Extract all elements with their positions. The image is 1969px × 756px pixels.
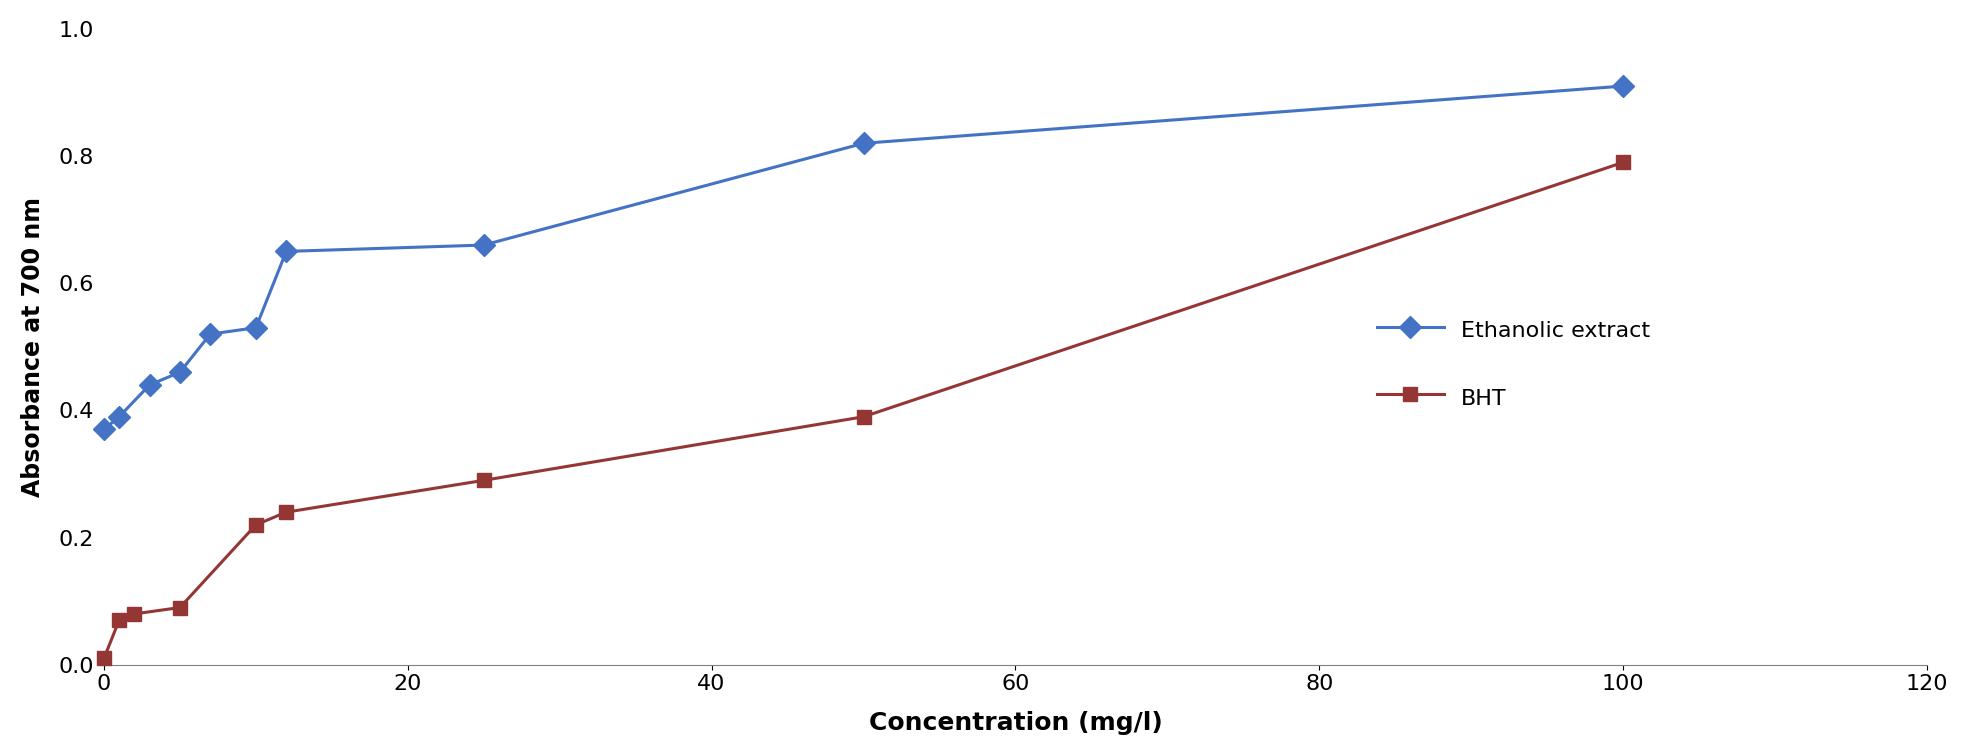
Y-axis label: Absorbance at 700 nm: Absorbance at 700 nm <box>22 197 45 497</box>
BHT <box>167 603 191 612</box>
BHT <box>244 520 268 529</box>
Ethanolic extract <box>93 425 116 434</box>
Legend: Ethanolic extract, BHT: Ethanolic extract, BHT <box>1355 294 1674 433</box>
Ethanolic extract <box>473 240 496 249</box>
Line: Ethanolic extract: Ethanolic extract <box>96 79 1630 437</box>
BHT <box>473 476 496 485</box>
Ethanolic extract <box>138 380 161 389</box>
Ethanolic extract <box>853 139 876 148</box>
BHT <box>93 654 116 663</box>
Ethanolic extract <box>167 367 191 376</box>
Line: BHT: BHT <box>96 156 1630 665</box>
X-axis label: Concentration (mg/l): Concentration (mg/l) <box>868 711 1162 735</box>
BHT <box>1611 158 1634 167</box>
Ethanolic extract <box>274 247 297 256</box>
BHT <box>274 507 297 516</box>
Ethanolic extract <box>108 412 132 421</box>
BHT <box>853 412 876 421</box>
Ethanolic extract <box>1611 82 1634 91</box>
BHT <box>108 615 132 624</box>
Ethanolic extract <box>199 330 222 339</box>
BHT <box>122 609 146 618</box>
Ethanolic extract <box>244 324 268 333</box>
